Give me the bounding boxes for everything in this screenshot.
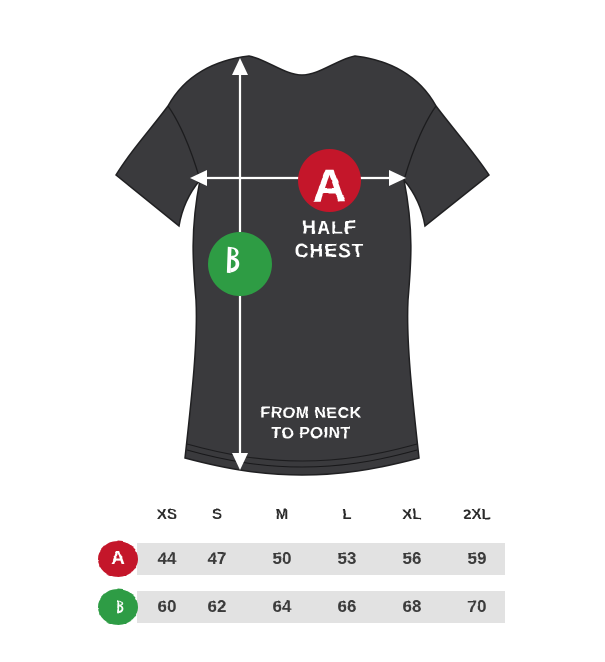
svg-text:FROM NECK: FROM NECK — [260, 405, 361, 422]
svg-text:CHEST: CHEST — [295, 241, 364, 262]
svg-text:TO POINT: TO POINT — [271, 425, 350, 442]
svg-text:HALF: HALF — [302, 218, 357, 239]
svg-text:A: A — [313, 159, 346, 211]
